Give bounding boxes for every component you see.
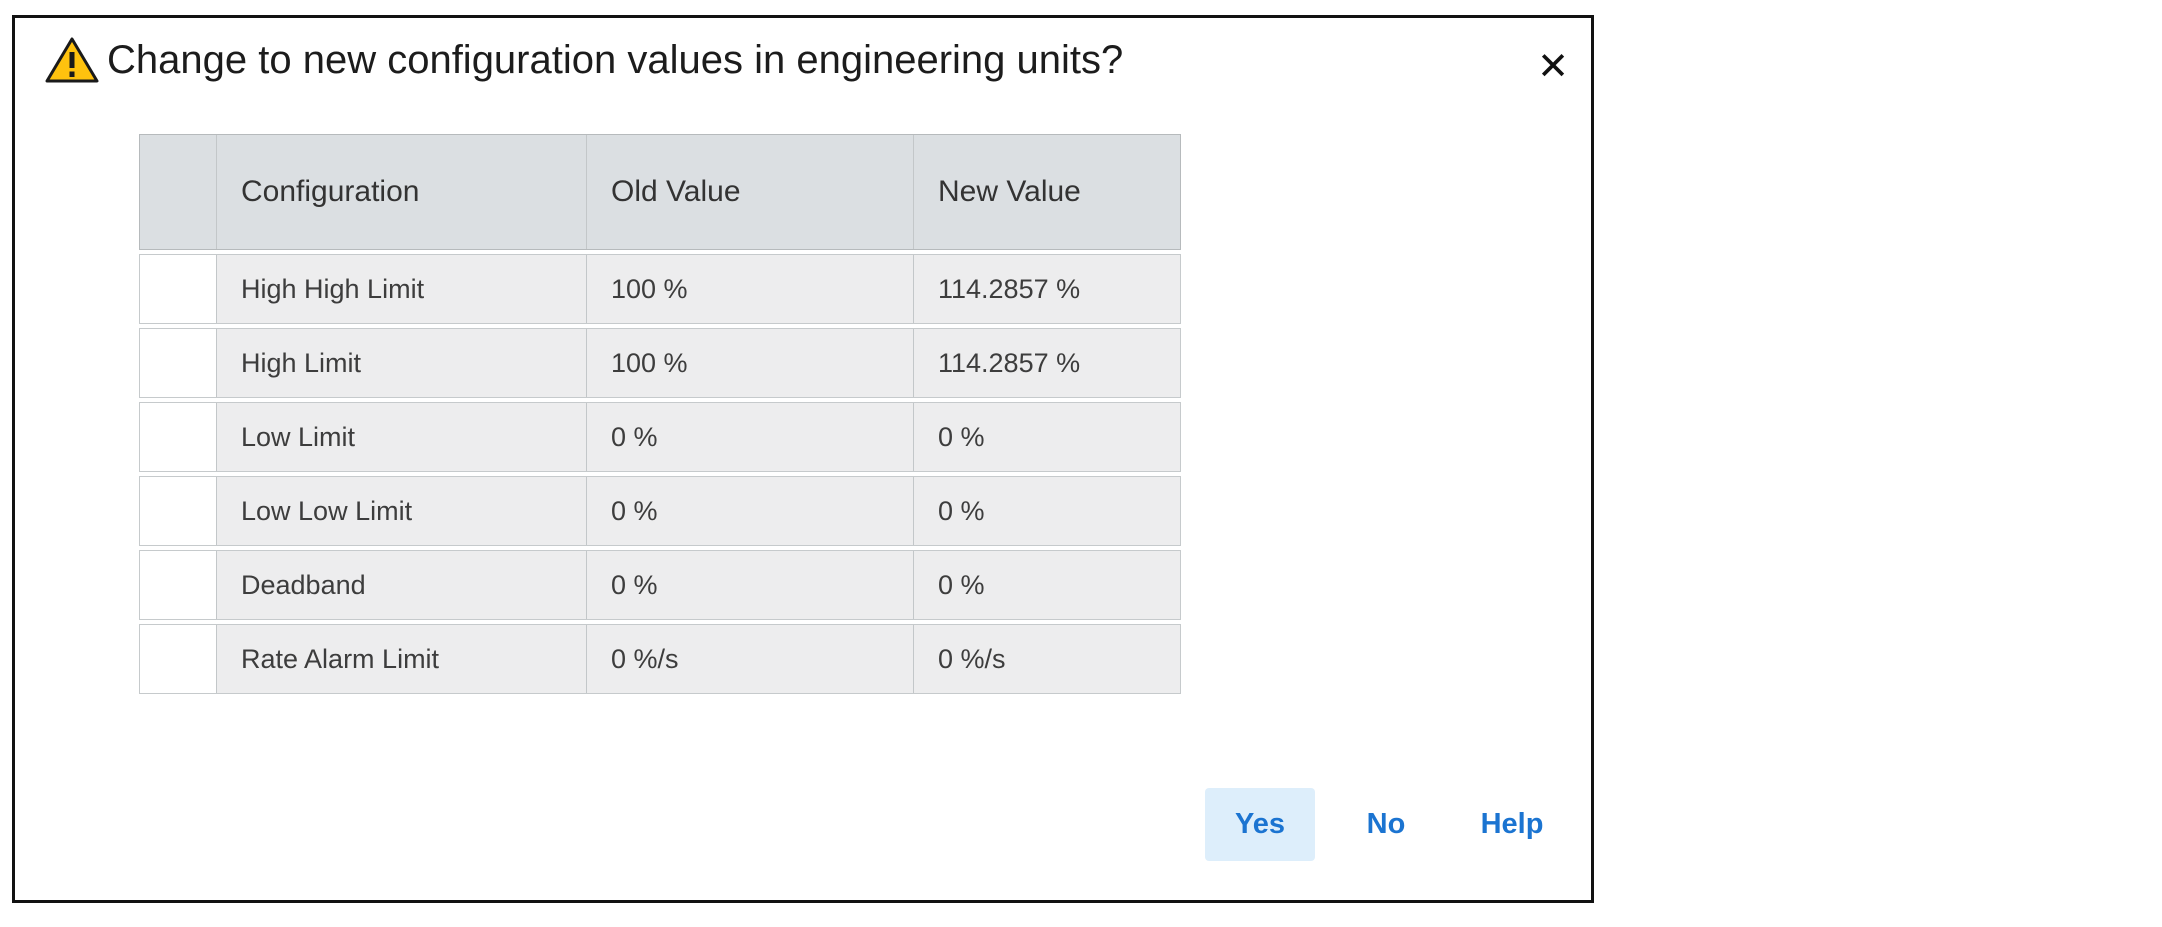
configuration-cell: Deadband (217, 551, 587, 619)
configuration-cell: High High Limit (217, 255, 587, 323)
old-value-cell: 100 % (587, 255, 914, 323)
help-button[interactable]: Help (1457, 788, 1567, 861)
configuration-cell: Rate Alarm Limit (217, 625, 587, 693)
table-row[interactable]: High High Limit 100 % 114.2857 % (139, 254, 1181, 324)
column-header-selector (140, 135, 217, 249)
dialog-button-row: Yes No Help (1205, 788, 1567, 861)
dialog-title-bar: Change to new configuration values in en… (45, 36, 1511, 84)
old-value-cell: 0 %/s (587, 625, 914, 693)
old-value-cell: 0 % (587, 403, 914, 471)
table-header-row: Configuration Old Value New Value (139, 134, 1181, 250)
yes-button[interactable]: Yes (1205, 788, 1315, 861)
table-row[interactable]: Low Low Limit 0 % 0 % (139, 476, 1181, 546)
old-value-cell: 100 % (587, 329, 914, 397)
configuration-cell: High Limit (217, 329, 587, 397)
new-value-cell: 0 %/s (938, 643, 1006, 674)
new-value-cell: 114.2857 % (938, 273, 1081, 304)
old-value-cell: 0 % (587, 551, 914, 619)
close-icon[interactable]: ✕ (1527, 40, 1579, 92)
row-selector-cell[interactable] (140, 329, 217, 397)
table-body: High High Limit 100 % 114.2857 % High Li… (139, 254, 1181, 694)
dialog-title: Change to new configuration values in en… (107, 37, 1124, 82)
column-header-configuration: Configuration (217, 135, 587, 249)
configuration-cell: Low Limit (217, 403, 587, 471)
new-value-cell: 0 % (938, 495, 985, 526)
row-selector-cell[interactable] (140, 625, 217, 693)
old-value-cell: 0 % (587, 477, 914, 545)
no-button[interactable]: No (1331, 788, 1441, 861)
configuration-table: Configuration Old Value New Value High H… (139, 134, 1181, 694)
new-value-cell: 0 % (938, 569, 985, 600)
column-header-old-value: Old Value (587, 135, 914, 249)
warning-triangle-icon (45, 37, 99, 83)
column-header-new-value: New Value (938, 175, 1081, 208)
row-selector-cell[interactable] (140, 477, 217, 545)
row-selector-cell[interactable] (140, 551, 217, 619)
table-row[interactable]: Rate Alarm Limit 0 %/s 0 %/s (139, 624, 1181, 694)
configuration-cell: Low Low Limit (217, 477, 587, 545)
new-value-cell: 114.2857 % (938, 347, 1081, 378)
confirmation-dialog: Change to new configuration values in en… (12, 15, 1594, 903)
table-row[interactable]: Low Limit 0 % 0 % (139, 402, 1181, 472)
new-value-cell: 0 % (938, 421, 985, 452)
table-row[interactable]: High Limit 100 % 114.2857 % (139, 328, 1181, 398)
row-selector-cell[interactable] (140, 403, 217, 471)
row-selector-cell[interactable] (140, 255, 217, 323)
table-row[interactable]: Deadband 0 % 0 % (139, 550, 1181, 620)
